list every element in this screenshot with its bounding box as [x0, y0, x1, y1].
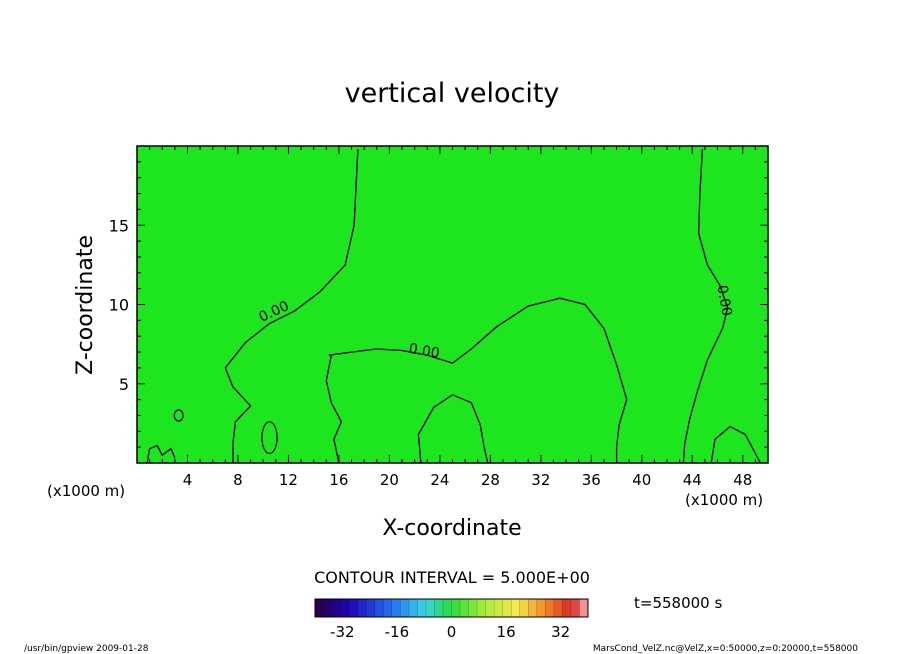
- colorbar-cell: [374, 599, 384, 617]
- colorbar-cell: [434, 599, 444, 617]
- plot-area: [137, 146, 768, 463]
- colorbar-cell: [579, 599, 589, 617]
- contour-interval-label: CONTOUR INTERVAL = 5.000E+00: [314, 568, 590, 587]
- colorbar-cell: [366, 599, 376, 617]
- colorbar-cell: [408, 599, 418, 617]
- footer-left-note: /usr/bin/gpview 2009-01-28: [24, 644, 149, 654]
- x-unit-left: (x1000 m): [47, 482, 125, 500]
- contour-line-right-edge-bump: [710, 425, 761, 464]
- y-tick-label: 5: [119, 375, 129, 394]
- contour-line-left-edge-wiggle: [146, 444, 176, 464]
- contour-label: 0.00: [407, 341, 440, 362]
- contour-label: 0.00: [713, 284, 734, 317]
- colorbar: [314, 599, 589, 617]
- colorbar-cell: [545, 599, 555, 617]
- colorbar-cell: [417, 599, 427, 617]
- x-tick-label: 32: [531, 471, 550, 489]
- contour-line-dome: [328, 297, 628, 463]
- colorbar-cell: [494, 599, 503, 617]
- colorbar-cell: [442, 599, 452, 617]
- x-unit-right: (x1000 m): [685, 491, 763, 509]
- x-tick-label: 44: [683, 471, 702, 489]
- x-tick-label: 8: [233, 471, 243, 489]
- colorbar-cell: [477, 599, 486, 617]
- contour-lines: [146, 149, 761, 464]
- x-tick-label: 4: [183, 471, 193, 489]
- colorbar-cell: [315, 599, 324, 617]
- x-tick-label: 16: [329, 471, 348, 489]
- y-axis-label: Z-coordinate: [73, 235, 98, 375]
- colorbar-cell: [451, 599, 461, 617]
- x-tick-label: 48: [733, 471, 752, 489]
- colorbar-cell: [562, 599, 572, 617]
- colorbar-tick-label: 32: [551, 623, 570, 641]
- closed-contour-small-cell: [173, 409, 184, 422]
- colorbar-cell: [383, 599, 393, 617]
- colorbar-cell: [357, 599, 367, 617]
- colorbar-tick-label: -16: [385, 623, 410, 641]
- contour-line-left-lower: [325, 355, 343, 464]
- time-label: t=558000 s: [634, 594, 722, 612]
- colorbar-cell: [332, 599, 341, 617]
- colorbar-cell: [502, 599, 512, 617]
- colorbar-tick-label: 0: [447, 623, 457, 641]
- colorbar-cell: [349, 599, 358, 617]
- chart-title: vertical velocity: [345, 78, 560, 109]
- colorbar-cell: [391, 599, 401, 617]
- colorbar-cell: [323, 599, 333, 617]
- colorbar-frame: [314, 598, 589, 618]
- x-tick-label: 40: [632, 471, 651, 489]
- colorbar-cell: [400, 599, 410, 617]
- y-tick-label: 15: [109, 216, 129, 235]
- colorbar-tick-label: 16: [497, 623, 516, 641]
- colorbar-cell: [553, 599, 563, 617]
- colorbar-cell: [460, 599, 469, 617]
- colorbar-cell: [468, 599, 478, 617]
- footer-right-note: MarsCond_VelZ.nc@VelZ,x=0:50000,z=0:2000…: [593, 644, 858, 654]
- colorbar-cell: [340, 599, 350, 617]
- x-tick-label: 28: [481, 471, 500, 489]
- x-tick-label: 36: [582, 471, 601, 489]
- colorbar-cell: [528, 599, 538, 617]
- colorbar-cell: [519, 599, 529, 617]
- x-tick-label: 24: [430, 471, 449, 489]
- contour-line-right-branch: [682, 149, 729, 464]
- x-axis-label: X-coordinate: [382, 516, 521, 541]
- colorbar-cell: [485, 599, 495, 617]
- colorbar-tick-label: -32: [330, 623, 355, 641]
- contour-line-mid-bump: [417, 394, 489, 464]
- colorbar-cell: [536, 599, 546, 617]
- colorbar-cell: [570, 599, 580, 617]
- x-tick-label: 12: [279, 471, 298, 489]
- colorbar-cell: [425, 599, 435, 617]
- x-tick-label: 20: [380, 471, 399, 489]
- closed-contour-positive-cell: [261, 421, 278, 455]
- colorbar-cell: [511, 599, 521, 617]
- colorbar-tick-labels: -32 -16 0 16 32: [330, 623, 570, 641]
- y-tick-label: 10: [109, 296, 129, 315]
- contour-line-left-branch: [224, 149, 359, 463]
